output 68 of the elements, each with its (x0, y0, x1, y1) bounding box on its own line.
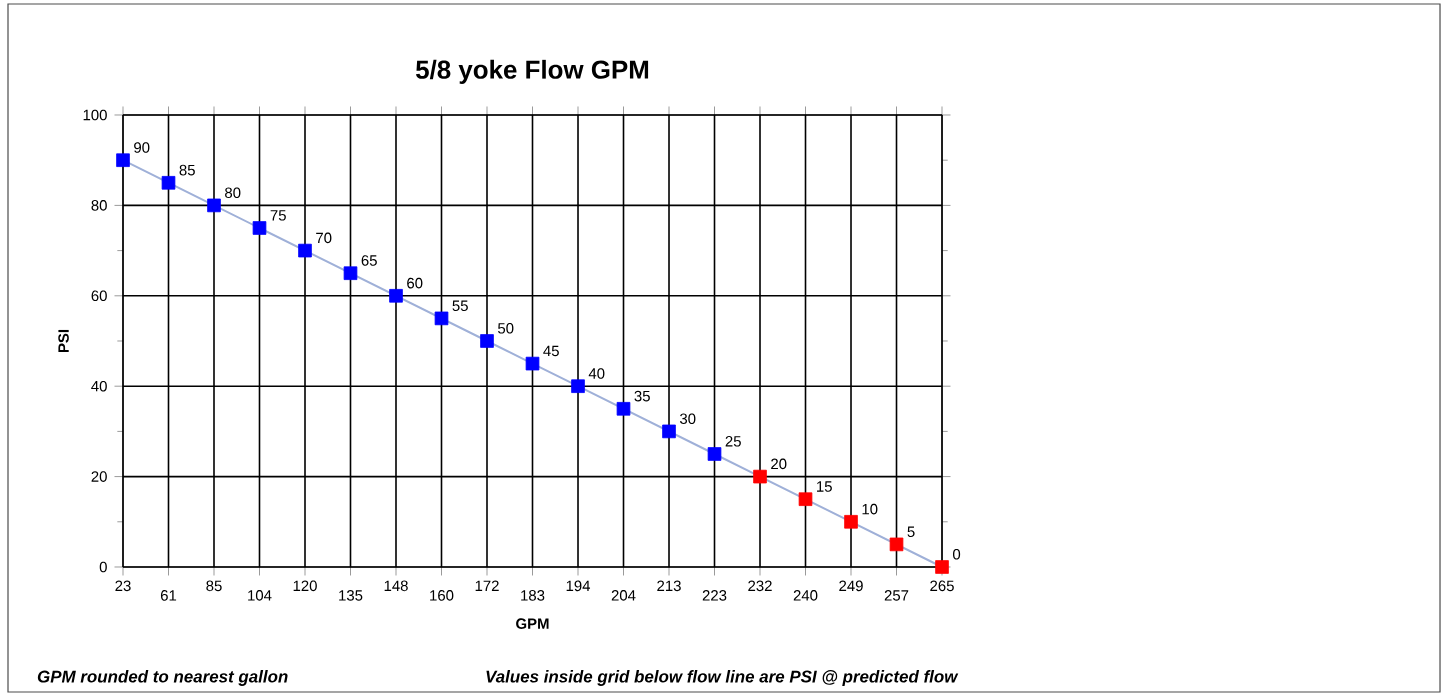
point (616, 402, 631, 416)
y-tick-label: 60 (91, 290, 107, 302)
x-tick-label: 104 (248, 590, 272, 601)
y-tick-label: 40 (91, 380, 107, 392)
data-label: 60 (407, 277, 423, 289)
data-label: 15 (817, 481, 832, 492)
data-label: 35 (634, 390, 650, 402)
x-tick-label: 194 (566, 580, 591, 592)
x-tick-label: 183 (521, 590, 545, 601)
point (389, 289, 403, 303)
data-label: 10 (862, 503, 878, 515)
x-tick-label: 257 (884, 590, 909, 601)
data-label: 40 (588, 368, 605, 379)
point (753, 469, 767, 484)
point (434, 311, 449, 326)
x-tick-label: 148 (384, 580, 408, 592)
data-label: 90 (134, 142, 150, 153)
x-tick-label: 23 (115, 580, 131, 592)
x-tick-label: 249 (839, 580, 863, 592)
point (662, 424, 676, 439)
y-tick-label: 0 (99, 561, 107, 573)
point (707, 447, 722, 461)
x-tick-label: 265 (930, 580, 954, 592)
point (525, 356, 540, 371)
point (252, 221, 267, 235)
point (161, 176, 176, 190)
x-tick-label: 85 (206, 580, 222, 592)
x-tick-label: 240 (793, 590, 818, 601)
data-label: 55 (452, 300, 468, 312)
data-label: 5 (907, 526, 915, 538)
point (343, 266, 358, 280)
point (798, 492, 813, 506)
data-label: 65 (361, 255, 377, 266)
x-axis-title: GPM (516, 618, 549, 629)
y-tick-label: 100 (83, 109, 107, 121)
data-label: 50 (498, 323, 514, 334)
point (298, 243, 312, 258)
x-tick-label: 223 (702, 590, 727, 601)
point (480, 334, 494, 348)
data-label: 70 (316, 232, 332, 244)
data-label: 80 (225, 187, 241, 199)
point (116, 153, 130, 167)
x-tick-label: 61 (160, 590, 177, 601)
data-label: 30 (679, 413, 696, 425)
x-tick-label: 213 (657, 580, 681, 592)
point (844, 515, 858, 529)
data-label: 45 (543, 345, 559, 357)
x-tick-label: 204 (611, 590, 636, 601)
data-label: 0 (953, 549, 961, 560)
x-tick-label: 232 (748, 580, 772, 592)
x-tick-label: 120 (293, 580, 317, 592)
chart-title: 5/8 yoke Flow GPM (416, 59, 649, 84)
y-tick-label: 80 (91, 200, 107, 211)
point (889, 537, 904, 552)
point (935, 560, 949, 574)
text: Values inside grid below flow line are PSI @ predicted flow (486, 670, 959, 686)
point (207, 198, 221, 213)
point (571, 379, 585, 393)
data-label: 85 (179, 164, 195, 176)
x-tick-label: 160 (430, 590, 454, 601)
text: GPM rounded to nearest gallon (37, 670, 288, 686)
x-tick-label: 135 (339, 590, 363, 601)
y-tick-label: 20 (91, 471, 107, 482)
x-tick-label: 172 (475, 580, 499, 591)
data-label: 20 (771, 458, 787, 470)
data-label: 25 (725, 436, 741, 447)
data-label: 75 (270, 210, 286, 221)
y-axis-title: PSI (58, 329, 69, 353)
